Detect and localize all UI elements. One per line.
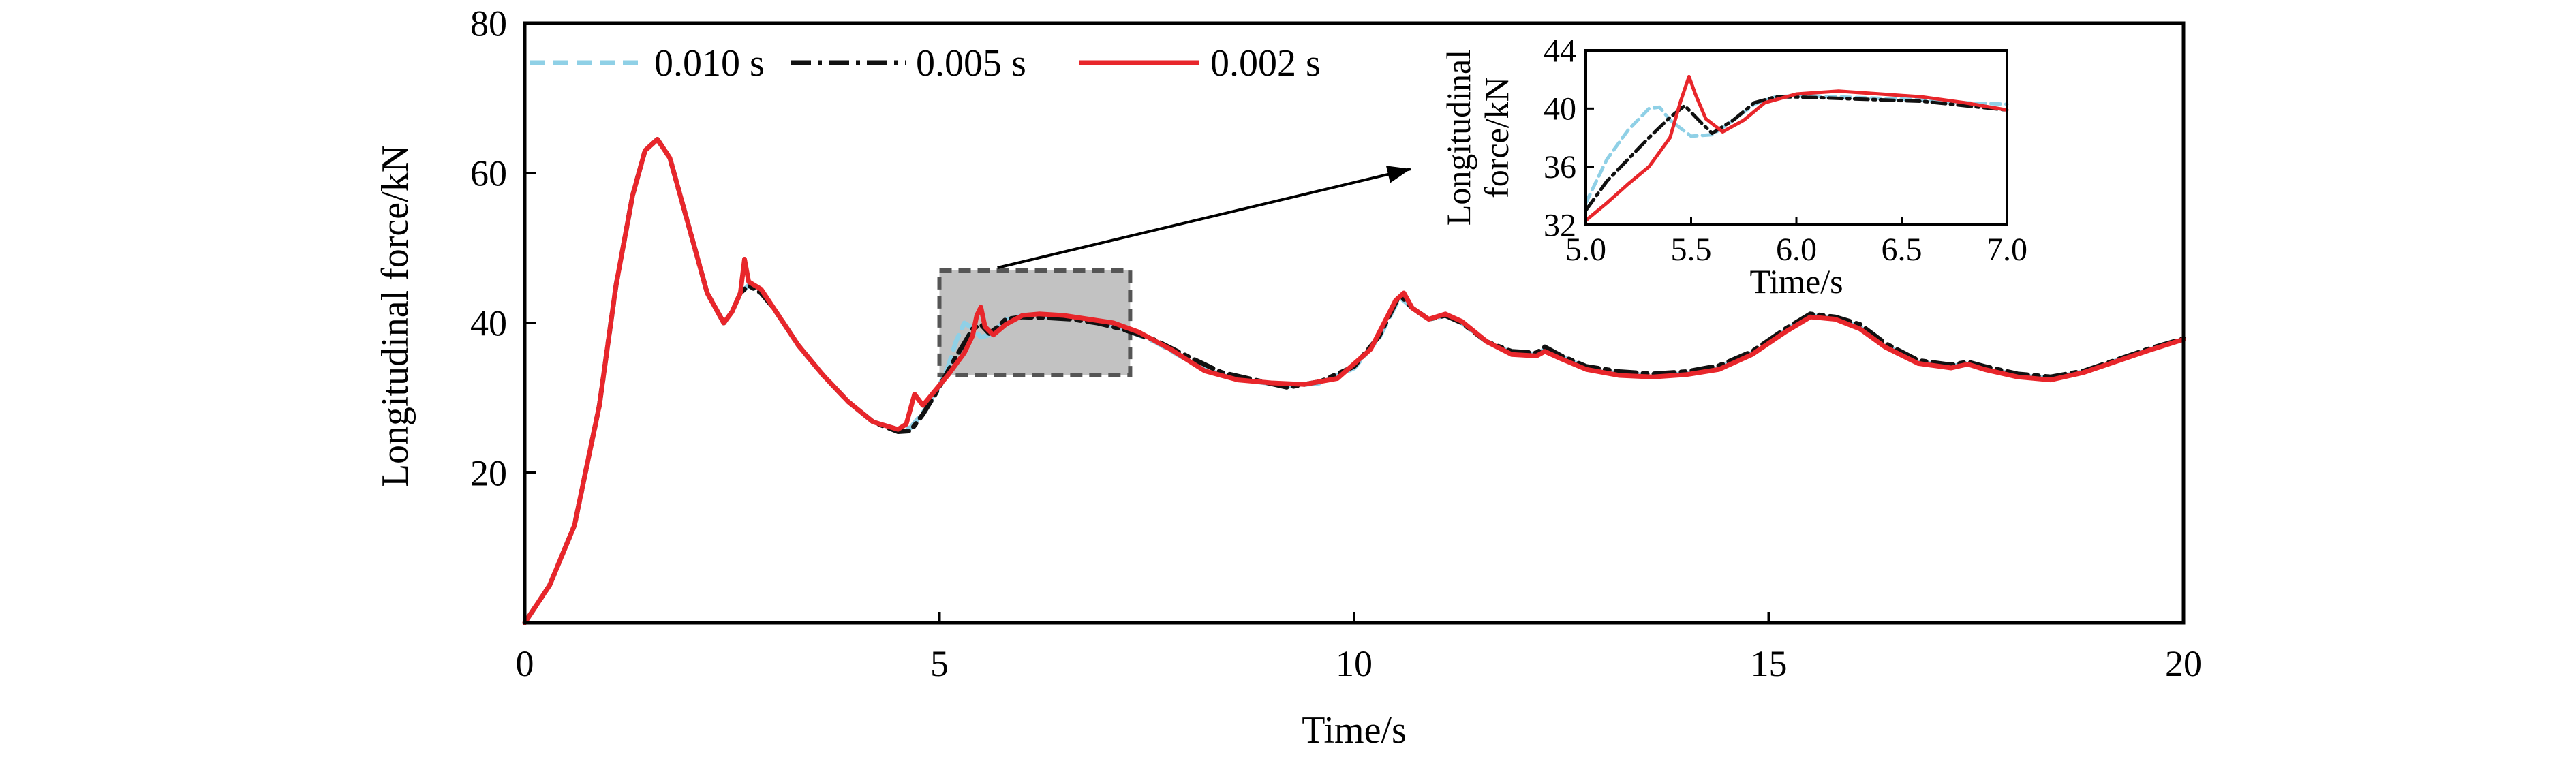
legend: 0.010 s 0.005 s 0.002 s [530, 42, 1321, 84]
series-line-0-002-s [522, 137, 2186, 625]
x-tick-label: 5.5 [1671, 232, 1712, 268]
y-tick-label: 40 [470, 303, 507, 343]
y-tick-label: 60 [470, 153, 507, 193]
y-tick-label: 36 [1544, 149, 1576, 185]
x-axis-label: Time/s [1302, 709, 1407, 752]
x-tick-label: 7.0 [1987, 232, 2027, 268]
inset-background [1586, 50, 2007, 225]
inset-y-axis-label-line: Longitudinal [1439, 50, 1477, 226]
series-line-0-005-s [1584, 95, 2009, 213]
series-line-0-002-s [1584, 74, 2009, 223]
legend-label: 0.002 s [1210, 42, 1321, 84]
y-tick-label: 80 [470, 3, 507, 44]
x-tick-label: 6.0 [1776, 232, 1817, 268]
x-tick-label: 6.5 [1882, 232, 1922, 268]
x-tick-label: 5 [930, 643, 949, 684]
x-tick-label: 15 [1751, 643, 1788, 684]
zoom-arrow [997, 168, 1411, 269]
main-chart: 0 5 10 15 20 20 40 60 80 Time/s Longitudinal force… [374, 3, 2202, 752]
inset-x-axis-label: Time/s [1749, 262, 1843, 300]
y-tick-label: 32 [1544, 207, 1576, 243]
y-tick-label: 44 [1544, 33, 1576, 69]
y-axis-label: Longitudinal force/kN [374, 145, 416, 487]
inset-chart: 5.0 5.5 6.0 6.5 7.0 32 36 40 44 Time/s Longitudina… [1439, 33, 2027, 300]
y-tick-label: 20 [470, 452, 507, 493]
zoom-arrow-head [1385, 166, 1411, 183]
x-tick-label: 10 [1336, 643, 1373, 684]
x-tick-label: 5.0 [1565, 232, 1606, 268]
legend-label: 0.010 s [654, 42, 765, 84]
x-tick-label: 20 [2165, 643, 2202, 684]
legend-label: 0.005 s [916, 42, 1026, 84]
x-tick-label: 0 [516, 643, 534, 684]
y-tick-label: 40 [1544, 91, 1576, 127]
inset-y-axis-label-line: force/kN [1477, 77, 1516, 198]
